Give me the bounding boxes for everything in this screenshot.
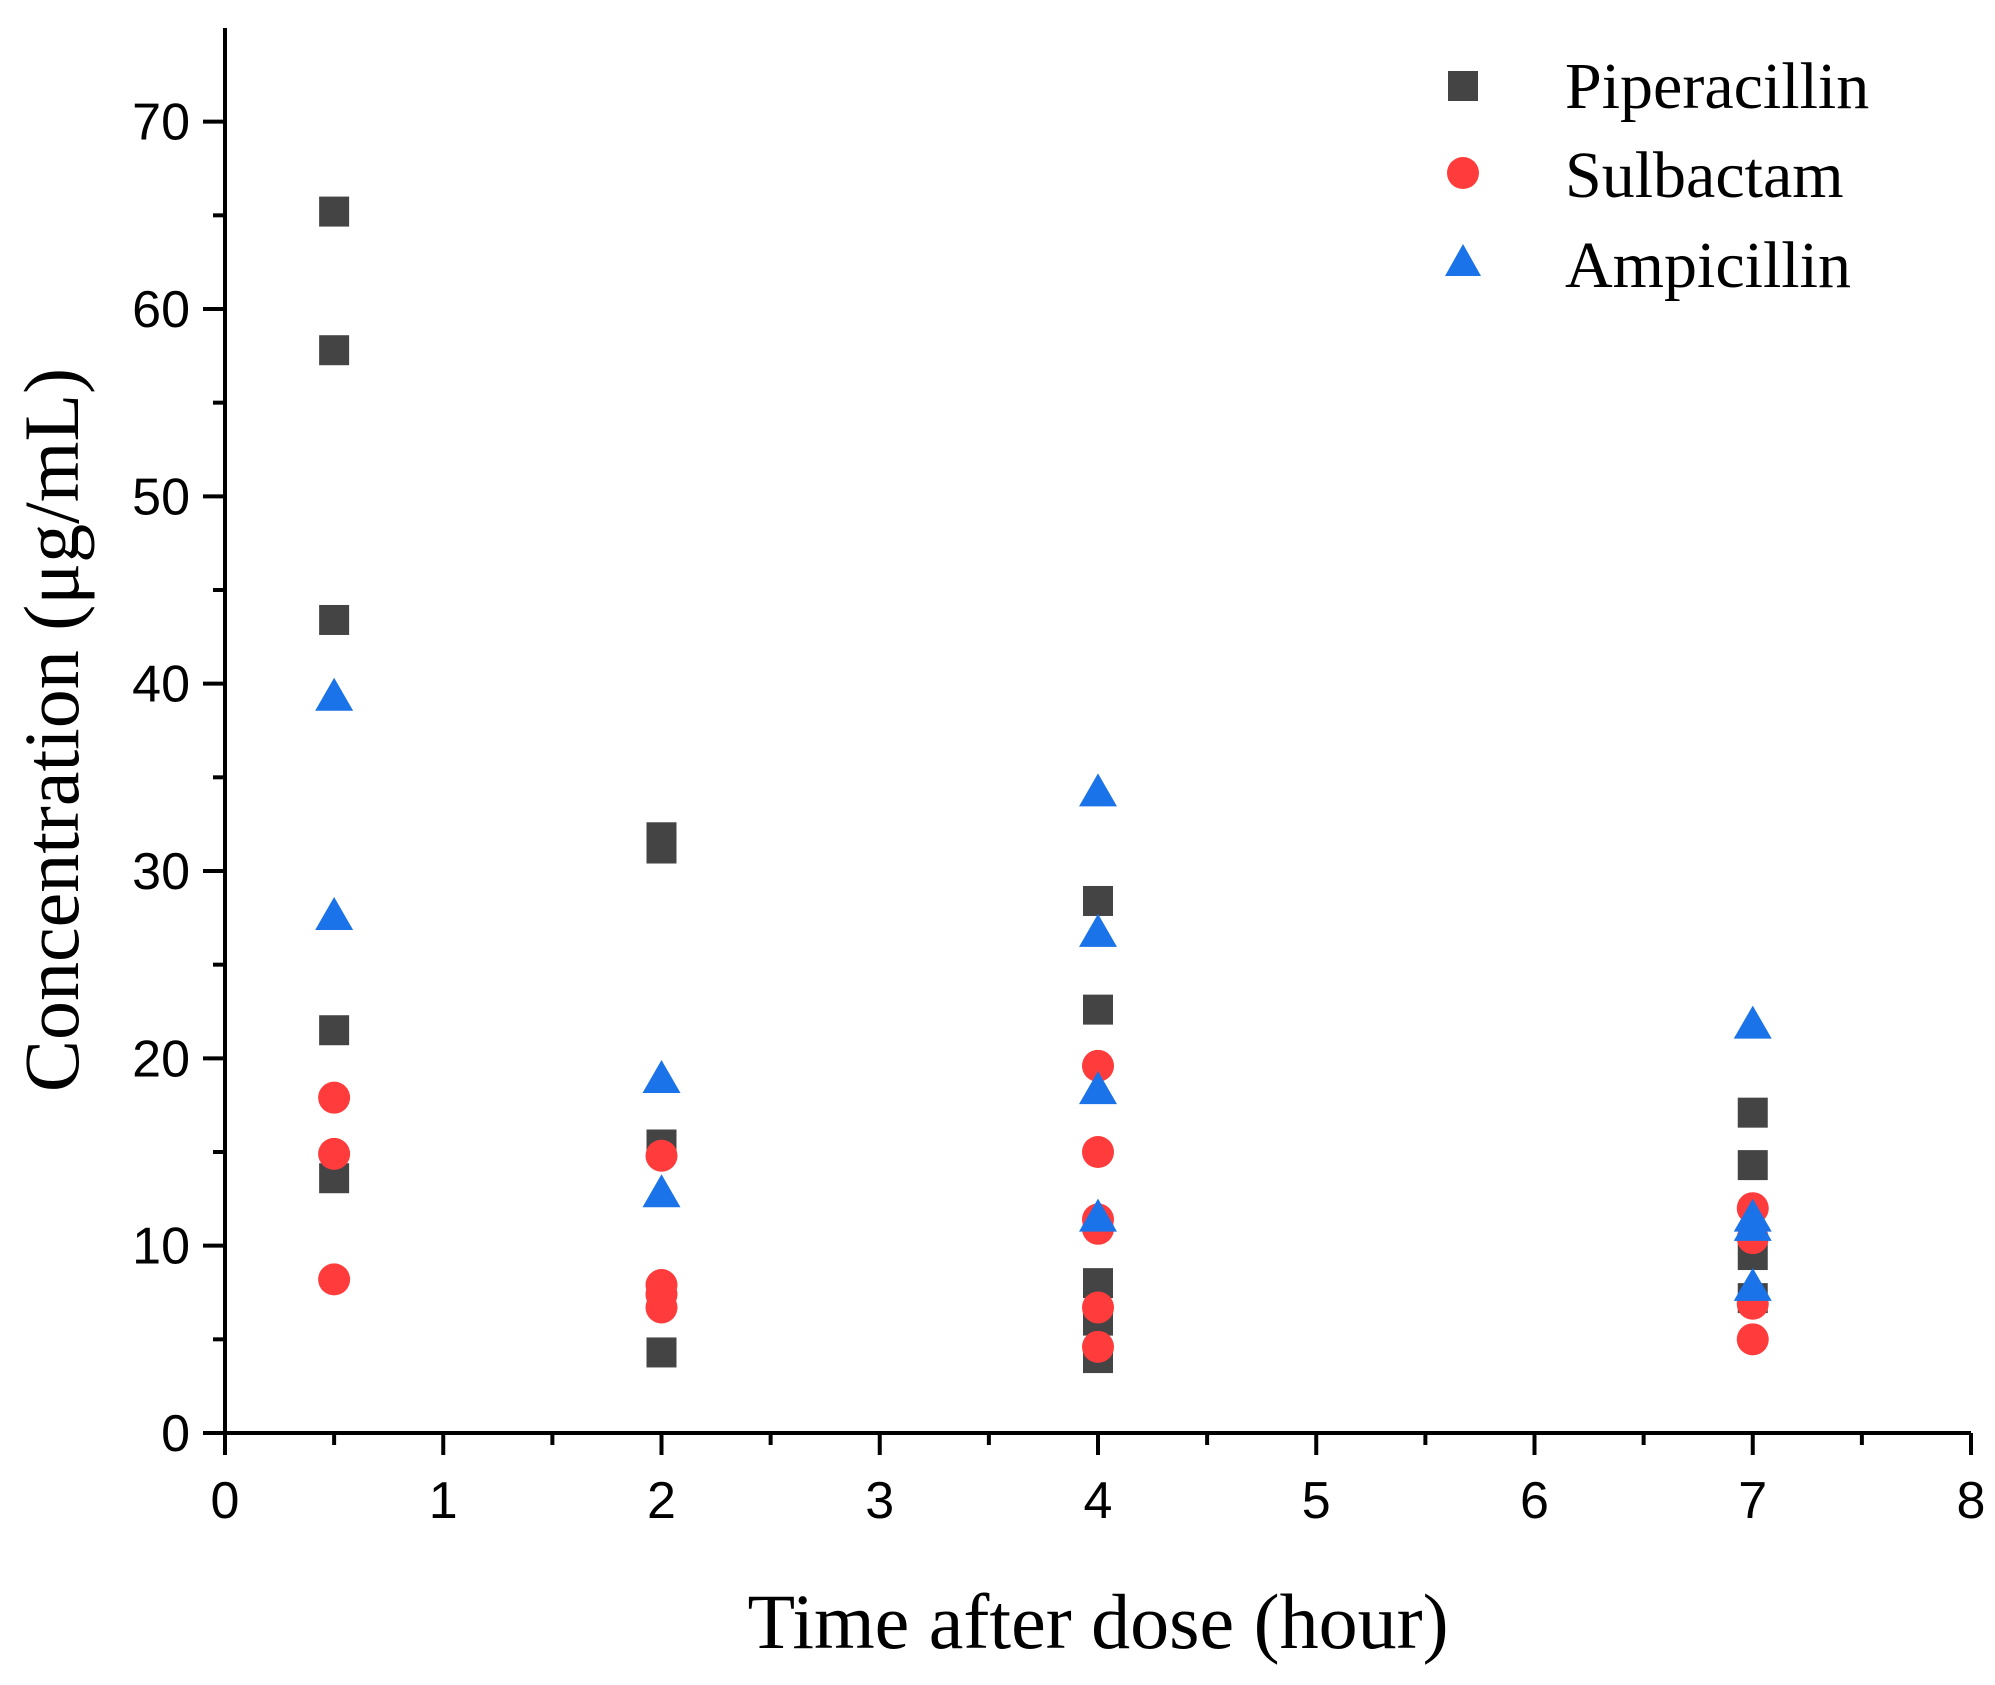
point-sulbactam — [1082, 1136, 1114, 1168]
legend-marker-piperacillin — [1448, 71, 1478, 101]
point-sulbactam — [318, 1263, 351, 1296]
point-ampicillin — [315, 896, 354, 930]
x-tick-label: 3 — [865, 1472, 894, 1530]
point-ampicillin — [1733, 1005, 1772, 1039]
x-ticks: 0 1 2 3 4 5 6 7 8 — [211, 1433, 1986, 1530]
x-axis-title: Time after dose (hour) — [747, 1578, 1448, 1665]
point-piperacillin — [319, 335, 350, 366]
y-tick-label: 10 — [132, 1218, 190, 1276]
y-tick-label: 70 — [132, 94, 190, 152]
point-ampicillin — [1733, 1267, 1772, 1301]
x-tick-label: 4 — [1084, 1472, 1113, 1530]
point-piperacillin — [646, 1337, 677, 1368]
x-tick-label: 5 — [1302, 1472, 1331, 1530]
point-ampicillin — [1079, 1198, 1117, 1232]
point-piperacillin — [1737, 1097, 1768, 1128]
y-ticks: 0 10 20 30 40 50 60 70 — [132, 94, 225, 1463]
legend-marker-ampicillin — [1445, 244, 1481, 276]
point-ampicillin — [642, 1059, 681, 1093]
x-tick-label: 6 — [1520, 1472, 1549, 1530]
x-tick-label: 0 — [211, 1472, 240, 1530]
point-sulbactam — [645, 1139, 678, 1172]
point-piperacillin — [1083, 994, 1113, 1025]
y-tick-label: 20 — [132, 1030, 190, 1088]
x-tick-label: 8 — [1957, 1472, 1986, 1530]
legend-marker-sulbactam — [1447, 157, 1479, 189]
point-ampicillin — [1733, 1207, 1772, 1241]
point-piperacillin — [646, 833, 677, 864]
point-sulbactam — [1736, 1323, 1769, 1356]
y-tick-label: 50 — [132, 468, 190, 526]
point-ampicillin — [1079, 913, 1117, 947]
data-points — [315, 196, 1772, 1374]
y-tick-label: 40 — [132, 656, 190, 714]
point-piperacillin — [1737, 1150, 1768, 1181]
point-sulbactam — [1082, 1049, 1114, 1082]
y-axis-title: Concentration (μg/mL) — [8, 368, 95, 1092]
point-piperacillin — [319, 604, 350, 635]
point-sulbactam — [1082, 1291, 1114, 1324]
point-ampicillin — [1079, 773, 1117, 807]
y-tick-label: 60 — [132, 281, 190, 339]
x-tick-label: 7 — [1738, 1472, 1767, 1530]
legend-label-ampicillin: Ampicillin — [1565, 229, 1851, 302]
point-sulbactam — [318, 1137, 351, 1170]
point-sulbactam — [1082, 1330, 1114, 1363]
x-tick-label: 2 — [647, 1472, 676, 1530]
point-sulbactam — [318, 1081, 351, 1114]
point-piperacillin — [1083, 885, 1113, 916]
point-ampicillin — [642, 1174, 681, 1208]
point-ampicillin — [1079, 1071, 1117, 1105]
x-tick-label: 1 — [429, 1472, 458, 1530]
y-tick-label: 0 — [161, 1405, 190, 1463]
legend-label-sulbactam: Sulbactam — [1565, 139, 1844, 212]
point-sulbactam — [645, 1291, 678, 1324]
point-ampicillin — [315, 677, 354, 711]
point-piperacillin — [319, 196, 350, 227]
y-tick-label: 30 — [132, 843, 190, 901]
legend: Piperacillin Sulbactam Ampicillin — [1445, 50, 1869, 302]
point-piperacillin — [319, 1015, 350, 1046]
legend-label-piperacillin: Piperacillin — [1565, 50, 1869, 123]
